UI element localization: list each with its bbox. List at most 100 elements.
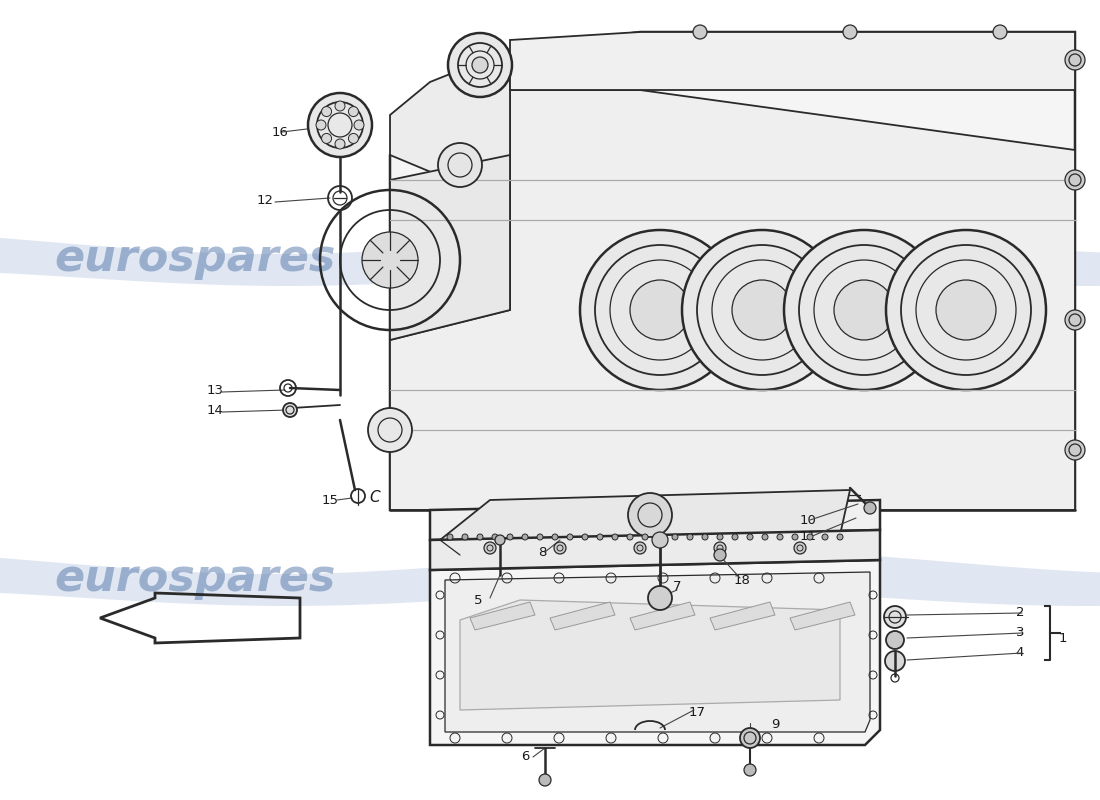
Circle shape: [1065, 170, 1085, 190]
Text: 2: 2: [1015, 606, 1024, 619]
Circle shape: [597, 534, 603, 540]
Circle shape: [477, 534, 483, 540]
Circle shape: [807, 534, 813, 540]
Circle shape: [283, 403, 297, 417]
Circle shape: [552, 534, 558, 540]
Circle shape: [777, 534, 783, 540]
Circle shape: [886, 651, 905, 671]
Text: 5: 5: [474, 594, 482, 606]
Circle shape: [886, 631, 904, 649]
Text: eurospares: eurospares: [54, 237, 336, 279]
Circle shape: [714, 549, 726, 561]
Text: 15: 15: [321, 494, 339, 506]
Circle shape: [702, 534, 708, 540]
Circle shape: [864, 502, 876, 514]
Polygon shape: [630, 602, 695, 630]
Circle shape: [612, 534, 618, 540]
Circle shape: [580, 230, 740, 390]
Polygon shape: [710, 602, 776, 630]
Circle shape: [349, 106, 359, 117]
Circle shape: [732, 280, 792, 340]
Circle shape: [843, 25, 857, 39]
Circle shape: [554, 542, 566, 554]
Circle shape: [886, 230, 1046, 390]
Circle shape: [936, 280, 996, 340]
Circle shape: [462, 534, 468, 540]
Text: 8: 8: [538, 546, 547, 559]
Text: 9: 9: [771, 718, 779, 731]
Circle shape: [837, 534, 843, 540]
Circle shape: [354, 120, 364, 130]
Text: 1: 1: [1058, 631, 1067, 645]
Circle shape: [732, 534, 738, 540]
Circle shape: [492, 534, 498, 540]
Polygon shape: [390, 155, 510, 340]
Polygon shape: [430, 530, 880, 570]
Circle shape: [448, 33, 512, 97]
Circle shape: [321, 134, 331, 143]
Circle shape: [642, 534, 648, 540]
Circle shape: [762, 534, 768, 540]
Text: 13: 13: [207, 383, 223, 397]
Circle shape: [495, 535, 505, 545]
Text: eurospares: eurospares: [499, 557, 781, 599]
Text: 4: 4: [1015, 646, 1024, 659]
Circle shape: [566, 534, 573, 540]
Circle shape: [672, 534, 678, 540]
Text: eurospares: eurospares: [499, 237, 781, 279]
Text: 3: 3: [1015, 626, 1024, 639]
Circle shape: [336, 101, 345, 111]
Circle shape: [688, 534, 693, 540]
Circle shape: [308, 93, 372, 157]
Circle shape: [628, 493, 672, 537]
Circle shape: [1065, 310, 1085, 330]
Circle shape: [582, 534, 588, 540]
Circle shape: [693, 25, 707, 39]
Polygon shape: [0, 550, 1100, 606]
Circle shape: [362, 232, 418, 288]
Circle shape: [349, 134, 359, 143]
Circle shape: [747, 534, 754, 540]
Circle shape: [321, 106, 331, 117]
Polygon shape: [440, 490, 850, 540]
Circle shape: [1065, 440, 1085, 460]
Circle shape: [507, 534, 513, 540]
Circle shape: [714, 542, 726, 554]
Circle shape: [784, 230, 944, 390]
Circle shape: [634, 542, 646, 554]
Circle shape: [822, 534, 828, 540]
Circle shape: [316, 120, 326, 130]
Polygon shape: [390, 55, 510, 180]
Text: C: C: [370, 490, 381, 506]
Circle shape: [652, 532, 668, 548]
Circle shape: [792, 534, 798, 540]
Polygon shape: [510, 32, 1075, 90]
Circle shape: [447, 534, 453, 540]
Polygon shape: [0, 230, 1100, 286]
Circle shape: [539, 774, 551, 786]
Polygon shape: [790, 602, 855, 630]
Text: 10: 10: [800, 514, 816, 526]
Circle shape: [834, 280, 894, 340]
Circle shape: [717, 534, 723, 540]
Circle shape: [794, 542, 806, 554]
Polygon shape: [390, 90, 1075, 510]
Text: 11: 11: [800, 530, 816, 543]
Text: 18: 18: [734, 574, 750, 586]
Polygon shape: [470, 602, 535, 630]
Circle shape: [630, 280, 690, 340]
Circle shape: [472, 57, 488, 73]
Circle shape: [627, 534, 632, 540]
Circle shape: [682, 230, 842, 390]
Circle shape: [336, 139, 345, 149]
Circle shape: [993, 25, 1007, 39]
Polygon shape: [390, 32, 1075, 510]
Circle shape: [537, 534, 543, 540]
Circle shape: [438, 143, 482, 187]
Text: eurospares: eurospares: [54, 557, 336, 599]
Circle shape: [744, 764, 756, 776]
Circle shape: [522, 534, 528, 540]
Circle shape: [484, 542, 496, 554]
Circle shape: [1065, 50, 1085, 70]
Polygon shape: [550, 602, 615, 630]
